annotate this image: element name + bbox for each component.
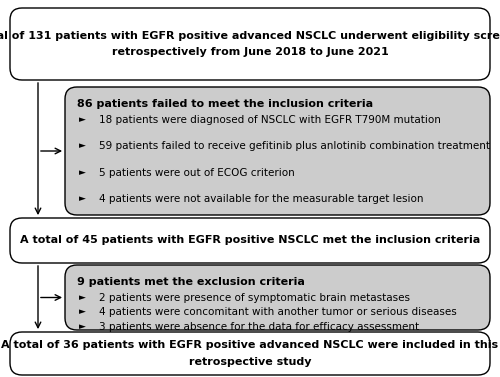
Text: ►: ►: [79, 307, 86, 316]
Text: 5 patients were out of ECOG criterion: 5 patients were out of ECOG criterion: [99, 168, 295, 178]
Text: 18 patients were diagnosed of NSCLC with EGFR T790M mutation: 18 patients were diagnosed of NSCLC with…: [99, 115, 441, 125]
Text: 4 patients were not available for the measurable target lesion: 4 patients were not available for the me…: [99, 195, 424, 204]
Text: 4 patients were concomitant with another tumor or serious diseases: 4 patients were concomitant with another…: [99, 307, 457, 317]
Text: ►: ►: [79, 322, 86, 331]
FancyBboxPatch shape: [10, 8, 490, 80]
Text: ►: ►: [79, 141, 86, 150]
FancyBboxPatch shape: [10, 332, 490, 375]
Text: A total of 45 patients with EGFR positive NSCLC met the inclusion criteria: A total of 45 patients with EGFR positiv…: [20, 236, 480, 245]
Text: A total of 131 patients with EGFR positive advanced NSCLC underwent eligibility : A total of 131 patients with EGFR positi…: [0, 31, 500, 57]
Text: 59 patients failed to receive gefitinib plus anlotinib combination treatment: 59 patients failed to receive gefitinib …: [99, 141, 490, 152]
FancyBboxPatch shape: [65, 87, 490, 215]
Text: A total of 36 patients with EGFR positive advanced NSCLC were included in this
r: A total of 36 patients with EGFR positiv…: [2, 340, 498, 367]
FancyBboxPatch shape: [10, 218, 490, 263]
Text: 86 patients failed to meet the inclusion criteria: 86 patients failed to meet the inclusion…: [77, 99, 373, 109]
Text: 9 patients met the exclusion criteria: 9 patients met the exclusion criteria: [77, 277, 305, 287]
Text: 2 patients were presence of symptomatic brain metastases: 2 patients were presence of symptomatic …: [99, 293, 410, 303]
Text: ►: ►: [79, 168, 86, 177]
Text: 3 patients were absence for the data for efficacy assessment: 3 patients were absence for the data for…: [99, 322, 419, 332]
Text: ►: ►: [79, 293, 86, 302]
Text: ►: ►: [79, 195, 86, 204]
Text: ►: ►: [79, 115, 86, 124]
FancyBboxPatch shape: [65, 265, 490, 330]
